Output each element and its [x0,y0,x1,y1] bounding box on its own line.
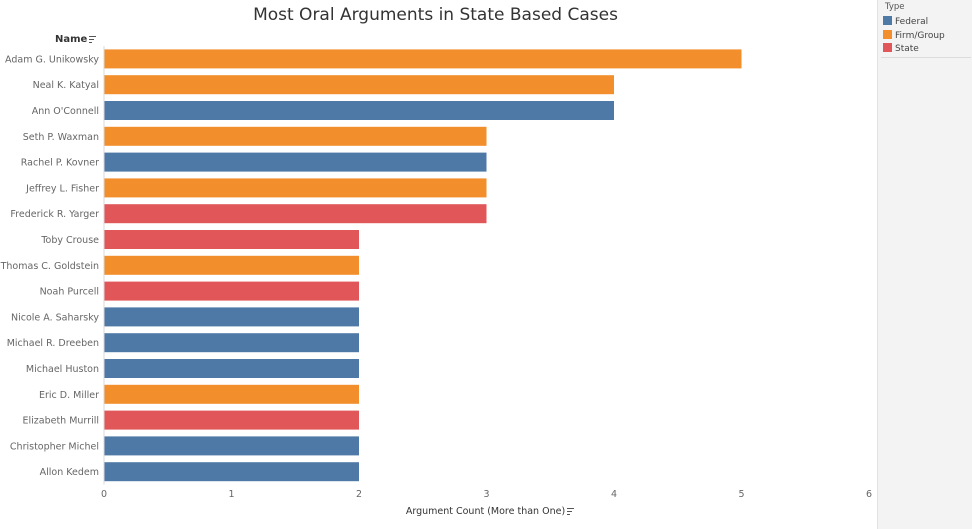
legend-item[interactable]: Federal [883,16,928,27]
legend-swatch [883,43,892,52]
bar-2[interactable] [104,101,614,120]
bar-9[interactable] [104,281,359,301]
row-label-10[interactable]: Nicole A. Saharsky [11,312,99,323]
chart-title: Most Oral Arguments in State Based Cases [253,5,618,25]
row-label-13[interactable]: Eric D. Miller [39,390,99,401]
row-label-9[interactable]: Noah Purcell [40,287,99,298]
row-label-8[interactable]: Thomas C. Goldstein [0,261,99,272]
bar-10[interactable] [104,307,359,327]
bar-8[interactable] [104,255,359,275]
row-label-1[interactable]: Neal K. Katyal [33,80,99,91]
legend-label: State [895,44,919,54]
legend-title: Type [885,2,905,12]
row-header-label: Name [55,34,88,45]
legend-swatch [883,16,892,25]
bar-12[interactable] [104,359,359,378]
legend-item[interactable]: State [883,43,919,54]
row-label-5[interactable]: Jeffrey L. Fisher [25,183,99,194]
bar-1[interactable] [104,75,614,95]
x-tick-label-4: 4 [611,489,617,500]
row-label-16[interactable]: Allon Kedem [40,467,99,478]
legend-swatch [883,29,892,39]
bar-16[interactable] [104,462,359,482]
row-label-7[interactable]: Toby Crouse [40,235,99,246]
bar-7[interactable] [104,230,359,249]
row-label-3[interactable]: Seth P. Waxman [23,132,99,143]
legend-item[interactable]: Firm/Group [883,29,945,41]
legend-divider [881,57,971,58]
bar-11[interactable] [104,333,359,353]
bar-3[interactable] [104,126,487,146]
row-label-2[interactable]: Ann O'Connell [32,106,99,117]
row-label-14[interactable]: Elizabeth Murrill [22,416,99,427]
legend-label: Federal [895,17,929,27]
bar-15[interactable] [104,436,359,456]
x-tick-label-6: 6 [866,489,872,500]
x-tick-label-3: 3 [483,489,489,500]
bar-0[interactable] [104,49,742,69]
bar-chart: Adam G. Unikowsky Neal K. Katyal Ann O'Con… [0,46,872,500]
legend-label: Firm/Group [895,30,945,41]
bar-4[interactable] [104,152,487,172]
sort-descending-icon[interactable] [567,508,575,515]
bar-5[interactable] [104,178,487,198]
row-label-0[interactable]: Adam G. Unikowsky [5,54,99,65]
row-label-6[interactable]: Frederick R. Yarger [10,209,99,220]
sort-descending-icon[interactable] [89,35,97,43]
x-axis-title: Argument Count (More than One) [405,506,566,517]
legend-panel [877,0,972,529]
row-label-15[interactable]: Christopher Michel [10,441,99,452]
bar-13[interactable] [104,384,359,404]
x-tick-label-1: 1 [228,489,234,500]
bar-6[interactable] [104,204,487,224]
row-label-4[interactable]: Rachel P. Kovner [21,158,99,169]
x-tick-label-0: 0 [101,489,107,500]
row-label-12[interactable]: Michael Huston [26,364,99,375]
x-axis-title-wrap[interactable]: Argument Count (More than One) [0,506,972,517]
bar-14[interactable] [104,410,359,430]
x-tick-label-5: 5 [738,489,744,500]
x-tick-label-2: 2 [356,489,362,500]
row-header[interactable]: Name [55,34,97,45]
row-label-11[interactable]: Michael R. Dreeben [7,338,99,349]
